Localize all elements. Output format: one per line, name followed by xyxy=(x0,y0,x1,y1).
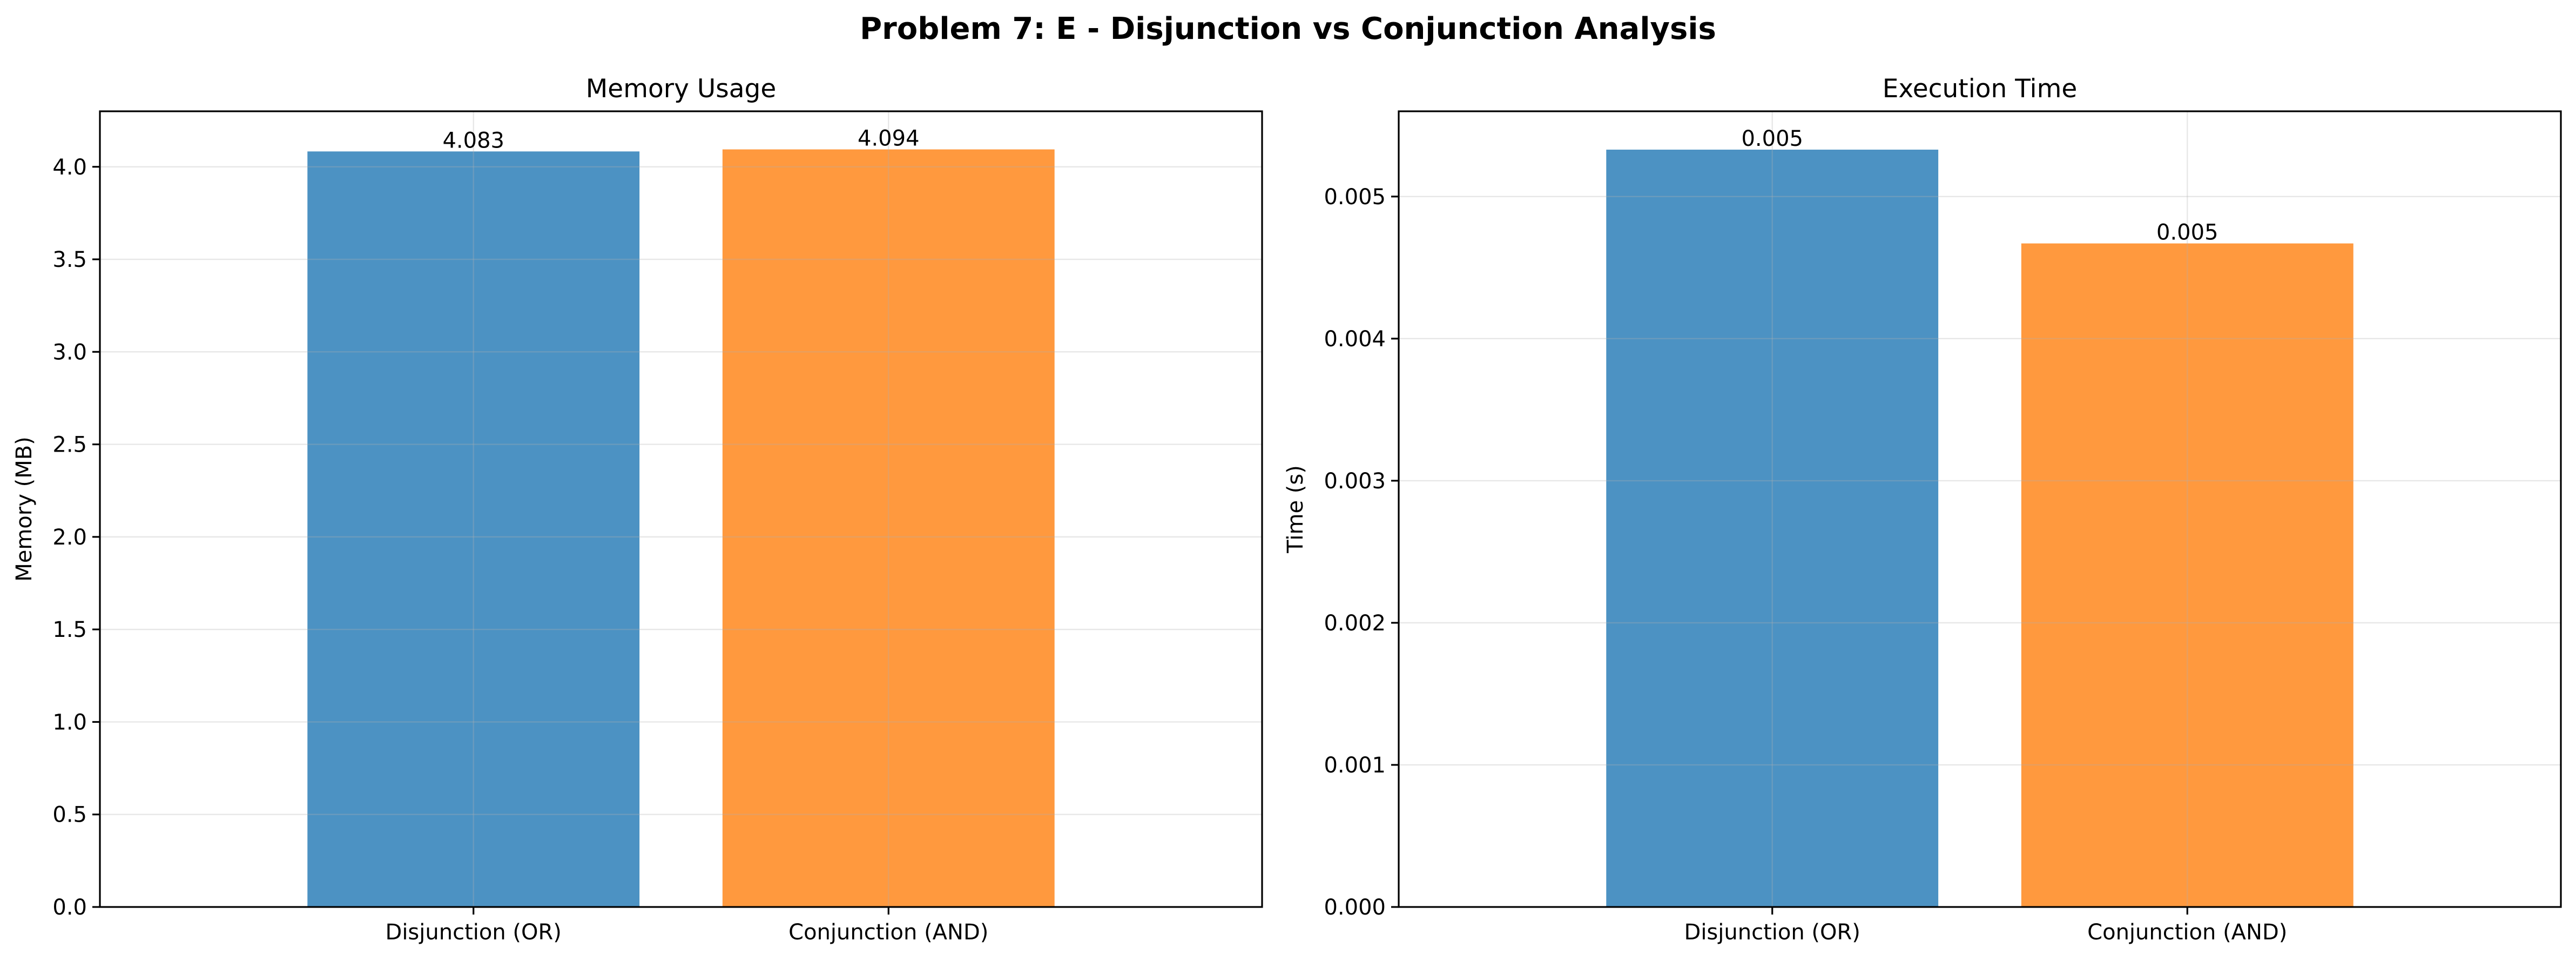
memory-y-axis-label: Memory (MB) xyxy=(12,436,37,582)
memory-xtick-label-0: Disjunction (OR) xyxy=(386,920,562,945)
time-plot-area xyxy=(1399,111,2561,907)
memory-ytick-label-7: 3.5 xyxy=(52,247,87,272)
memory-ytick-label-3: 1.5 xyxy=(52,617,87,642)
memory-ytick-label-8: 4.0 xyxy=(52,155,87,180)
time-y-axis-label: Time (s) xyxy=(1283,465,1308,554)
memory-data-label-0: 4.083 xyxy=(442,128,504,153)
memory-ytick-label-4: 2.0 xyxy=(52,525,87,550)
time-xtick-label-1: Conjunction (AND) xyxy=(2087,920,2287,945)
execution-time-chart: 0.005 0.005 0.000 0.001 0.002 0.003 0.004 0.005… xyxy=(1283,74,2562,945)
memory-bar-0 xyxy=(307,151,640,908)
time-bar-0 xyxy=(1606,150,1939,907)
time-data-label-1: 0.005 xyxy=(2156,220,2218,245)
memory-xtick-label-1: Conjunction (AND) xyxy=(788,920,988,945)
time-ytick-label-3: 0.003 xyxy=(1324,469,1386,494)
figure-title: Problem 7: E - Disjunction vs Conjunctio… xyxy=(860,11,1716,46)
memory-plot-area xyxy=(100,111,1262,907)
time-axes-frame xyxy=(1398,110,2562,908)
memory-ytick-label-6: 3.0 xyxy=(52,340,87,365)
memory-ytick-label-0: 0.0 xyxy=(52,895,87,920)
time-ytick-label-5: 0.005 xyxy=(1324,185,1386,210)
time-chart-title: Execution Time xyxy=(1883,74,2078,104)
memory-ytick-label-5: 2.5 xyxy=(52,433,87,458)
time-ytick-label-0: 0.000 xyxy=(1324,895,1386,920)
time-ytick-label-4: 0.004 xyxy=(1324,327,1386,352)
memory-data-label-1: 4.094 xyxy=(858,126,920,151)
time-ytick-label-2: 0.002 xyxy=(1324,611,1386,636)
memory-axes-frame xyxy=(99,110,1263,908)
memory-bar-1 xyxy=(722,149,1055,907)
memory-usage-chart: 4.083 4.094 0.0 0.5 1.0 1.5 2.0 2.5 3.0 3.5 4.0 Dis… xyxy=(12,74,1263,945)
time-ytick-label-1: 0.001 xyxy=(1324,753,1386,778)
memory-ytick-label-2: 1.0 xyxy=(52,710,87,735)
memory-chart-title: Memory Usage xyxy=(586,74,777,104)
time-xtick-label-0: Disjunction (OR) xyxy=(1684,920,1860,945)
memory-ytick-label-1: 0.5 xyxy=(52,803,87,828)
time-data-label-0: 0.005 xyxy=(1741,126,1803,151)
time-bar-1 xyxy=(2021,243,2354,908)
